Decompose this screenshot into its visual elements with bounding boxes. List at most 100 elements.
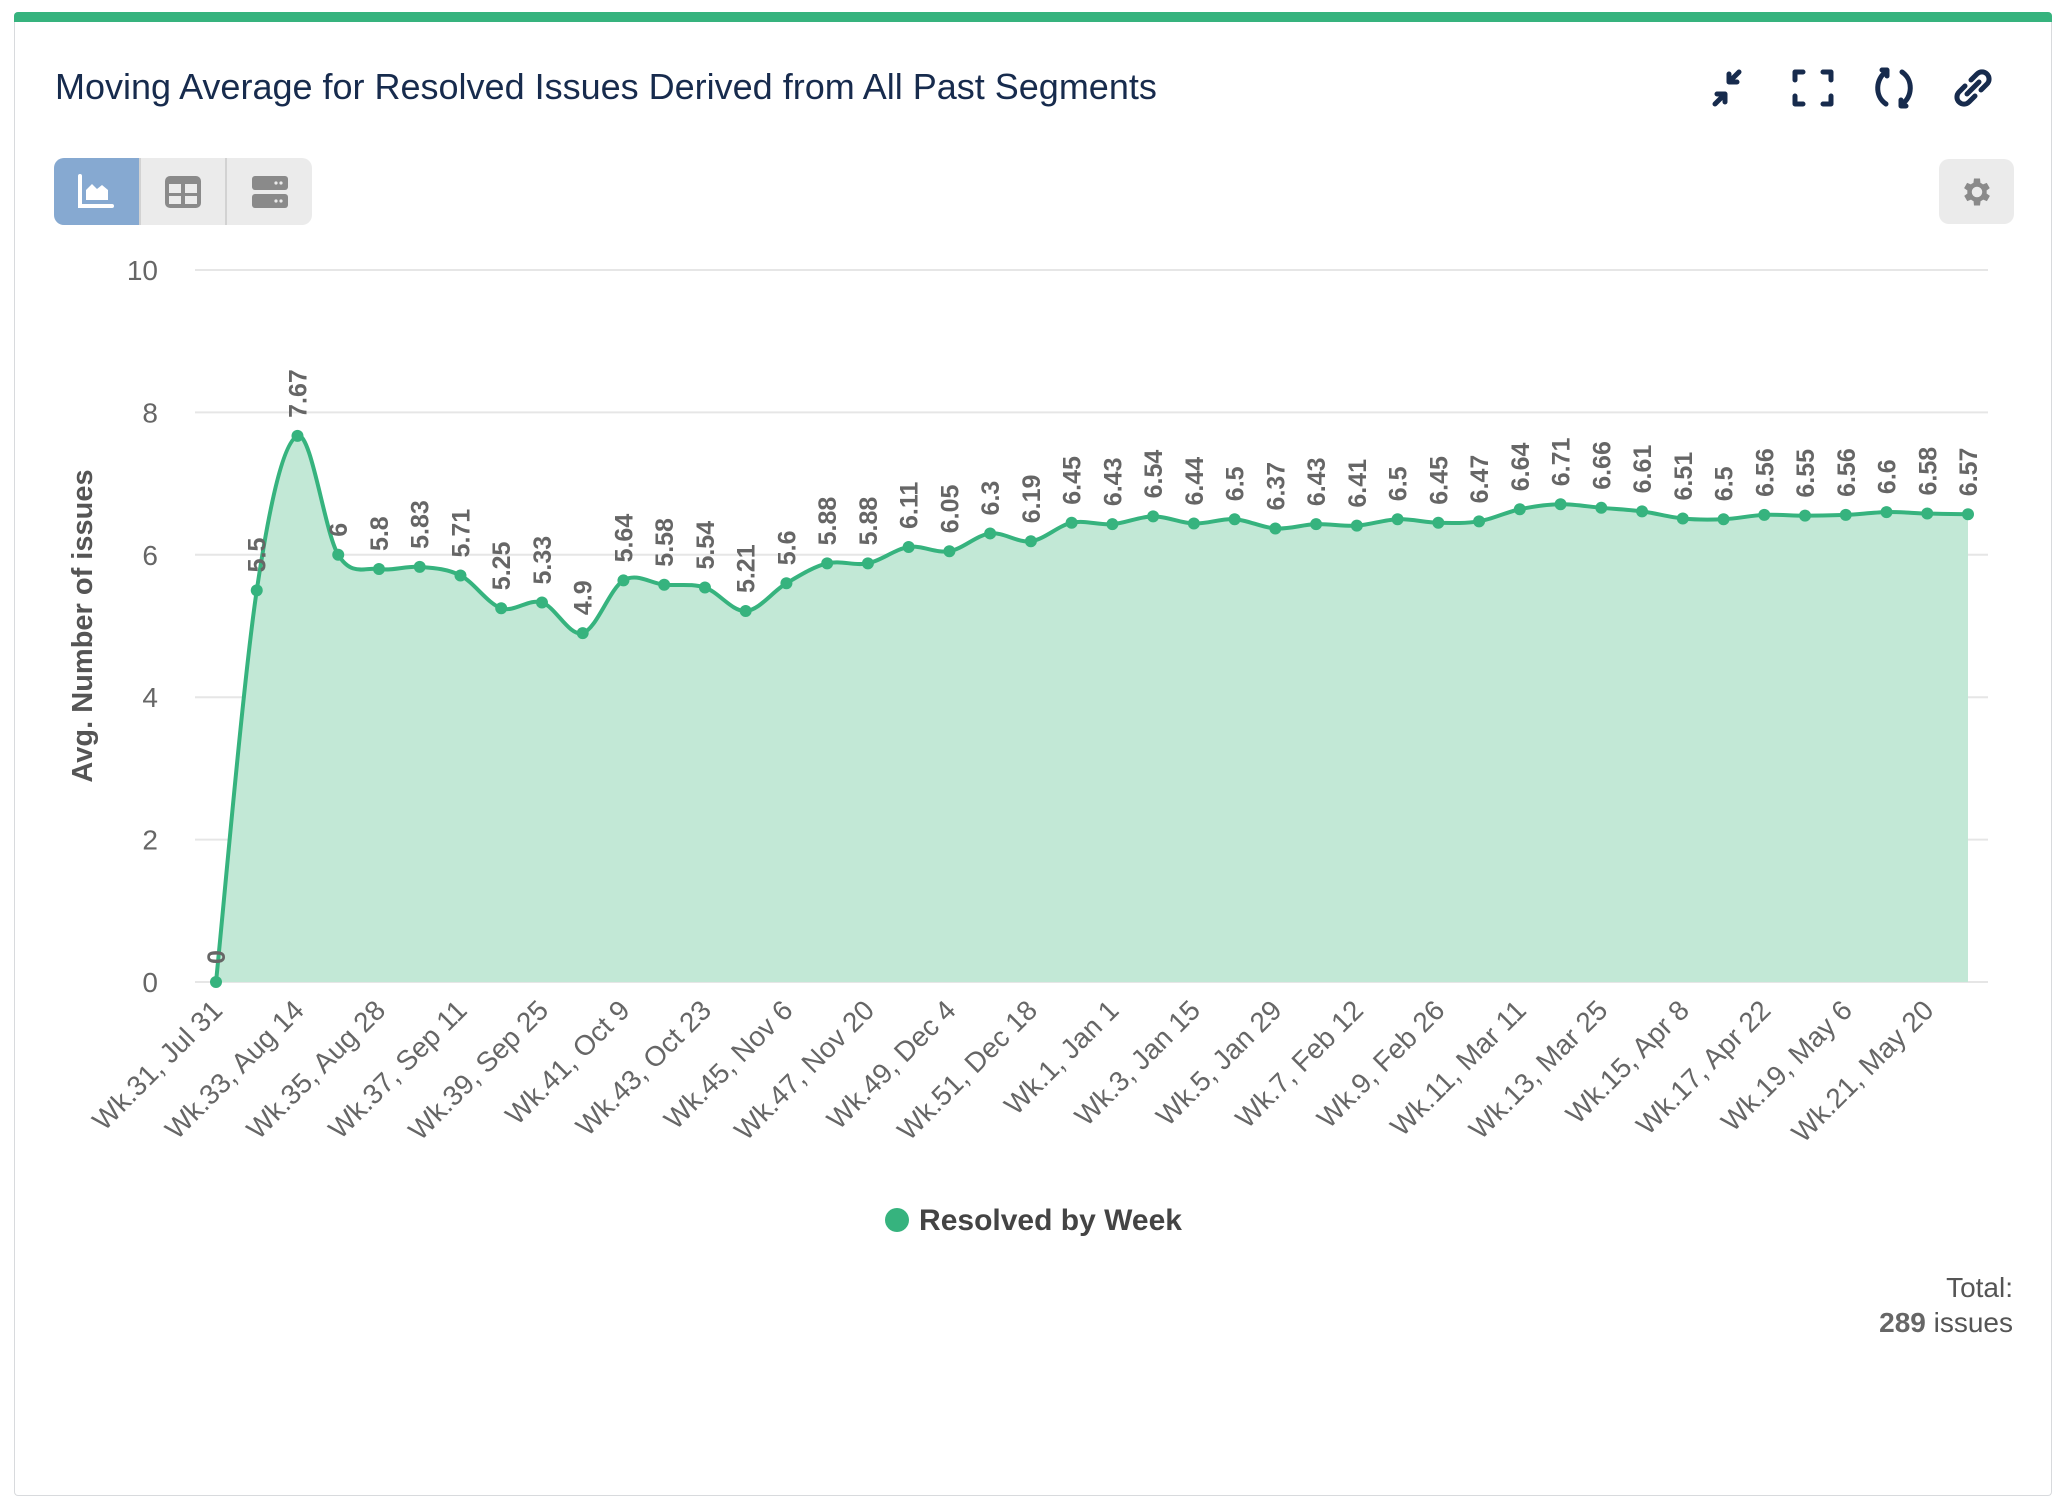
x-tick-label: Wk.13, Mar 25 xyxy=(1463,994,1614,1145)
data-label: 5.21 xyxy=(733,544,761,593)
data-label: 6.57 xyxy=(1955,448,1983,497)
data-label: 6.11 xyxy=(896,482,924,529)
data-point xyxy=(1636,505,1649,518)
data-label: 6.37 xyxy=(1262,462,1290,511)
list-view-button[interactable] xyxy=(225,158,312,225)
collapse-icon[interactable] xyxy=(1709,64,1757,112)
data-point xyxy=(1228,513,1241,526)
table-view-button[interactable] xyxy=(138,158,226,225)
data-point xyxy=(413,560,426,573)
fullscreen-icon[interactable] xyxy=(1789,64,1837,112)
data-label: 6.64 xyxy=(1507,442,1535,491)
data-point xyxy=(1391,513,1404,526)
data-point xyxy=(454,569,467,582)
data-point xyxy=(1839,508,1852,521)
data-label: 6.43 xyxy=(1099,458,1127,507)
data-point xyxy=(739,605,752,618)
data-label: 5.33 xyxy=(529,536,557,585)
data-point xyxy=(1554,498,1567,511)
data-label: 6.47 xyxy=(1466,455,1494,504)
legend-marker xyxy=(885,1208,910,1232)
data-label: 6.66 xyxy=(1588,441,1616,490)
table-view-icon xyxy=(165,175,201,208)
data-label: 6.51 xyxy=(1670,452,1698,501)
data-label: 6.58 xyxy=(1914,447,1942,496)
view-switcher xyxy=(54,158,312,225)
page-title: Moving Average for Resolved Issues Deriv… xyxy=(55,66,1157,107)
refresh-icon[interactable] xyxy=(1870,64,1918,112)
data-label: 6.61 xyxy=(1629,445,1657,494)
data-point xyxy=(210,976,222,988)
data-point xyxy=(1595,501,1608,514)
data-label: 6.41 xyxy=(1344,459,1372,508)
data-label: 6.45 xyxy=(1059,456,1087,505)
data-label: 6.45 xyxy=(1425,456,1453,505)
chart-view-button[interactable] xyxy=(54,158,139,225)
legend-label: Resolved by Week xyxy=(919,1204,1182,1237)
data-point xyxy=(1921,507,1934,520)
data-point xyxy=(780,577,793,590)
data-point xyxy=(372,563,385,576)
data-label: 6.3 xyxy=(977,481,1005,516)
y-tick-label: 6 xyxy=(142,540,158,571)
x-tick-label: Wk.21, May 20 xyxy=(1786,994,1940,1148)
data-label: 6.5 xyxy=(1385,466,1413,501)
x-tick-label: Wk.33, Aug 14 xyxy=(159,994,310,1145)
data-point xyxy=(658,578,671,591)
data-label: 5.83 xyxy=(407,500,435,549)
data-point xyxy=(1473,515,1486,528)
x-tick-label: Wk.47, Nov 20 xyxy=(728,994,880,1146)
total-count: 289 xyxy=(1879,1307,1926,1338)
chart-view-icon xyxy=(78,173,115,208)
series-line xyxy=(214,433,1969,983)
data-point xyxy=(902,540,915,553)
data-label: 6.5 xyxy=(1711,466,1739,501)
data-point xyxy=(1269,522,1282,535)
data-label: 5.64 xyxy=(610,514,638,563)
data-point xyxy=(535,596,548,609)
data-point xyxy=(1962,508,1974,521)
data-point xyxy=(1187,517,1200,530)
data-label: 5.8 xyxy=(366,516,394,551)
y-tick-label: 10 xyxy=(127,255,158,286)
x-tick-label: Wk.35, Aug 28 xyxy=(241,994,392,1145)
total-label: Total: xyxy=(1946,1272,2013,1303)
data-point xyxy=(1676,512,1689,525)
total-unit: issues xyxy=(1933,1307,2013,1338)
data-point xyxy=(250,584,263,597)
data-point xyxy=(943,545,956,558)
data-label: 5.6 xyxy=(773,531,801,566)
data-point xyxy=(1350,519,1363,532)
data-label: 7.67 xyxy=(284,369,312,418)
data-point xyxy=(576,627,589,640)
data-label: 5.71 xyxy=(447,509,475,558)
data-point xyxy=(495,602,508,615)
data-point xyxy=(1880,506,1893,519)
data-point xyxy=(1147,510,1160,523)
data-label: 5.88 xyxy=(814,497,842,546)
data-point xyxy=(332,548,345,561)
data-label: 0 xyxy=(203,950,231,964)
data-label: 6.43 xyxy=(1303,458,1331,507)
data-label: 5.5 xyxy=(244,538,272,573)
data-label: 5.58 xyxy=(651,518,679,567)
data-label: 6.54 xyxy=(1140,450,1168,499)
settings-button[interactable] xyxy=(1939,159,2014,224)
legend-item[interactable]: Resolved by Week xyxy=(0,1204,2067,1238)
data-label: 4.9 xyxy=(570,580,598,615)
x-tick-label: Wk.51, Dec 18 xyxy=(891,994,1043,1146)
data-label: 6.56 xyxy=(1751,448,1779,497)
data-point xyxy=(1758,508,1771,521)
data-point xyxy=(1065,516,1078,529)
x-tick-label: Wk.39, Sep 25 xyxy=(402,994,554,1146)
data-label: 5.88 xyxy=(855,497,883,546)
y-tick-label: 2 xyxy=(142,825,158,856)
data-label: 6.19 xyxy=(1018,475,1046,524)
gear-icon xyxy=(1963,178,1990,205)
data-point xyxy=(617,574,630,587)
chart-card xyxy=(14,12,2052,1496)
list-view-icon xyxy=(251,175,288,208)
y-tick-label: 4 xyxy=(142,682,158,713)
link-icon[interactable] xyxy=(1949,64,1997,112)
